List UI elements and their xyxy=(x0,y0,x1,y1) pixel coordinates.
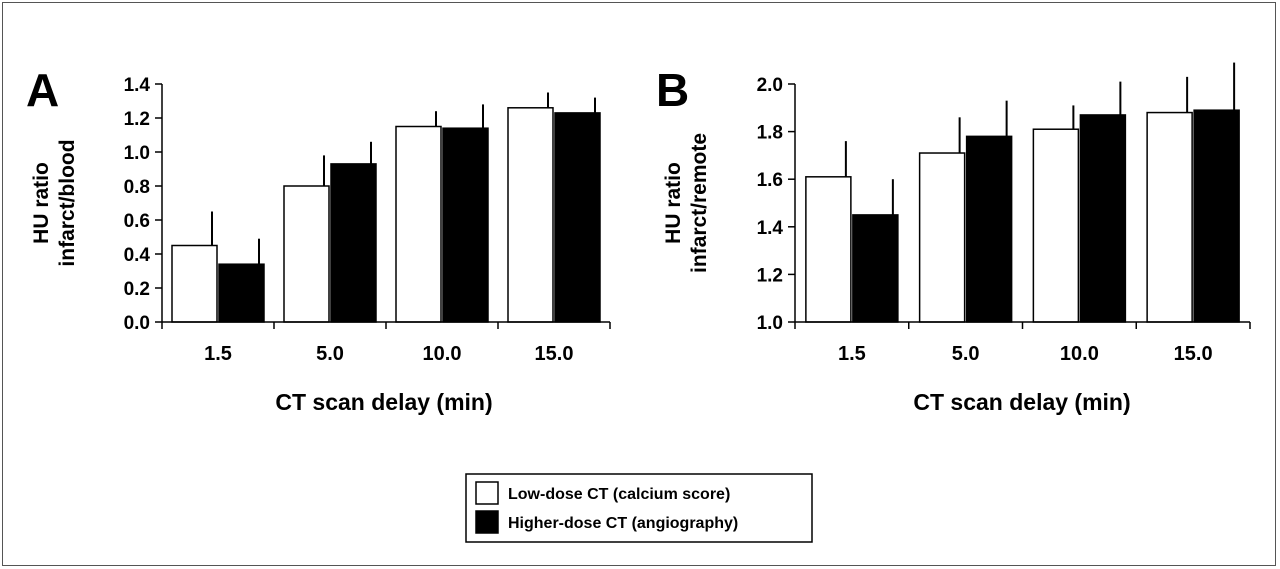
bar-b-higher-dose-15.0 xyxy=(1193,109,1240,323)
chart-panel-b: 1.0 1.2 1.4 1.6 1.8 2.0 1.5 5.0 10.0 15.0 xyxy=(757,62,1251,365)
y-tick-label-a: 0.6 xyxy=(124,211,150,232)
bar-b-low-dose-10.0 xyxy=(1032,128,1080,323)
x-tick-label-b: 5.0 xyxy=(952,343,980,365)
bar-b-higher-dose-5.0 xyxy=(965,135,1013,323)
bar-b-higher-dose-1.5 xyxy=(852,214,899,323)
legend-box xyxy=(465,473,813,543)
x-tick-label-b: 10.0 xyxy=(1060,343,1099,365)
y-tick-label-b: 1.2 xyxy=(757,265,783,286)
y-tick-label-b: 2.0 xyxy=(757,75,783,96)
panel-label-a: A xyxy=(26,64,59,116)
bar-a-low-dose-1.5 xyxy=(171,244,218,323)
bar-b-higher-dose-10.0 xyxy=(1079,114,1127,323)
legend-swatch-low-dose xyxy=(475,481,499,505)
y-axis-title-b-line2: infarct/remote xyxy=(688,133,711,273)
bar-b-low-dose-5.0 xyxy=(918,152,966,323)
bar-b-low-dose-15.0 xyxy=(1146,111,1193,323)
legend-label-low-dose: Low-dose CT (calcium score) xyxy=(508,486,730,503)
panel-label-b: B xyxy=(656,64,689,116)
x-tick-label-a: 1.5 xyxy=(204,343,232,365)
y-tick-label-a: 0.0 xyxy=(124,313,150,334)
x-tick-label-b: 1.5 xyxy=(838,343,866,365)
y-tick-label-a: 1.2 xyxy=(124,109,150,130)
x-axis-title-a: CT scan delay (min) xyxy=(275,389,492,415)
y-tick-label-a: 1.0 xyxy=(124,143,150,164)
chart-panel-a: 0.0 0.2 0.4 0.6 0.8 1.0 1.2 1.4 1.5 5.0 10.0 15.0 xyxy=(124,75,611,365)
bar-b-low-dose-1.5 xyxy=(805,176,852,323)
bar-a-higher-dose-10.0 xyxy=(442,127,489,323)
bar-a-low-dose-15.0 xyxy=(507,107,554,323)
y-tick-label-a: 0.2 xyxy=(124,279,150,300)
y-axis-title-a-line1: HU ratio xyxy=(30,162,53,244)
x-tick-label-a: 10.0 xyxy=(423,343,462,365)
bar-a-higher-dose-5.0 xyxy=(330,163,377,323)
y-tick-label-b: 1.8 xyxy=(757,123,783,144)
x-tick-label-a: 15.0 xyxy=(535,343,574,365)
bar-a-higher-dose-1.5 xyxy=(218,263,265,323)
legend-label-higher-dose: Higher-dose CT (angiography) xyxy=(508,515,738,532)
y-tick-label-a: 1.4 xyxy=(124,75,151,96)
x-tick-label-b: 15.0 xyxy=(1174,343,1213,365)
y-tick-label-b: 1.6 xyxy=(757,170,783,191)
y-tick-label-a: 0.4 xyxy=(124,245,151,266)
bar-a-low-dose-5.0 xyxy=(283,185,330,323)
y-tick-label-a: 0.8 xyxy=(124,177,150,198)
y-axis-title-b-line1: HU ratio xyxy=(662,162,685,244)
x-axis-title-b: CT scan delay (min) xyxy=(913,389,1130,415)
y-tick-label-b: 1.4 xyxy=(757,218,784,239)
bar-a-higher-dose-15.0 xyxy=(554,112,601,323)
x-tick-label-a: 5.0 xyxy=(316,343,344,365)
bar-a-low-dose-10.0 xyxy=(395,125,442,323)
y-axis-title-a-line2: infarct/blood xyxy=(56,139,79,266)
y-tick-label-b: 1.0 xyxy=(757,313,783,334)
legend-swatch-higher-dose xyxy=(475,510,499,534)
